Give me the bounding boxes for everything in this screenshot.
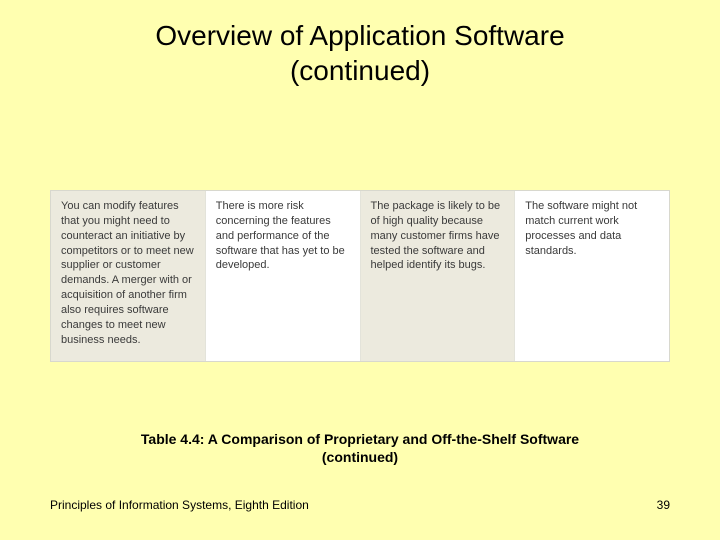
title-line-2: (continued) xyxy=(290,55,430,86)
slide-title: Overview of Application Software (contin… xyxy=(0,0,720,88)
table-caption: Table 4.4: A Comparison of Proprietary a… xyxy=(0,430,720,466)
comparison-table: You can modify features that you might n… xyxy=(50,190,670,362)
table-cell: There is more risk concerning the featur… xyxy=(206,191,361,361)
table-cell: The software might not match current wor… xyxy=(515,191,669,361)
footer-source: Principles of Information Systems, Eight… xyxy=(50,498,309,512)
table-cell: You can modify features that you might n… xyxy=(51,191,206,361)
table-cell: The package is likely to be of high qual… xyxy=(361,191,516,361)
title-line-1: Overview of Application Software xyxy=(155,20,564,51)
page-number: 39 xyxy=(657,498,670,512)
caption-line-1: Table 4.4: A Comparison of Proprietary a… xyxy=(141,431,579,447)
caption-line-2: (continued) xyxy=(322,449,398,465)
